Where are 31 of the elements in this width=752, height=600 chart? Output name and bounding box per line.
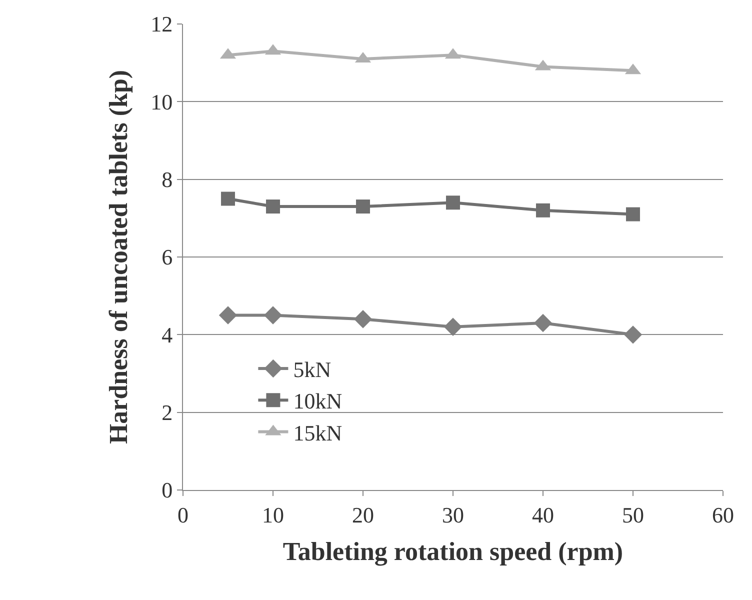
point: [264, 306, 282, 324]
x-tick-label: 50: [622, 502, 644, 528]
y-tick-label: 4: [162, 322, 173, 348]
y-tick-label: 6: [162, 244, 173, 270]
x-tick-label: 0: [178, 502, 188, 528]
y-tick-label: 0: [162, 478, 173, 503]
point: [266, 200, 280, 214]
legend-label: 15kN: [293, 420, 342, 446]
x-tick-label: 10: [262, 502, 284, 528]
point: [626, 207, 640, 222]
x-tick-label: 20: [352, 502, 374, 528]
point: [444, 318, 462, 336]
point: [354, 310, 372, 328]
point: [534, 314, 552, 332]
point: [218, 306, 238, 324]
point: [356, 200, 370, 214]
point: [446, 196, 460, 210]
x-tick-label: 40: [532, 502, 554, 528]
point: [624, 326, 642, 344]
x-tick-label: 60: [712, 502, 734, 528]
y-tick-label: 10: [150, 89, 173, 114]
x-tick-label: 30: [442, 502, 464, 528]
legend-label: 10kN: [293, 388, 342, 414]
x-axis-title: Tableting rotation speed (rpm): [282, 537, 624, 566]
y-axis-title: Hardness of uncoated tablets (kp): [104, 70, 133, 444]
point: [221, 192, 235, 206]
y-tick-label: 2: [162, 400, 173, 426]
y-tick-label: 12: [150, 12, 173, 37]
y-tick-label: 8: [162, 167, 173, 192]
point: [536, 203, 550, 218]
legend-label: 5kN: [293, 357, 332, 382]
